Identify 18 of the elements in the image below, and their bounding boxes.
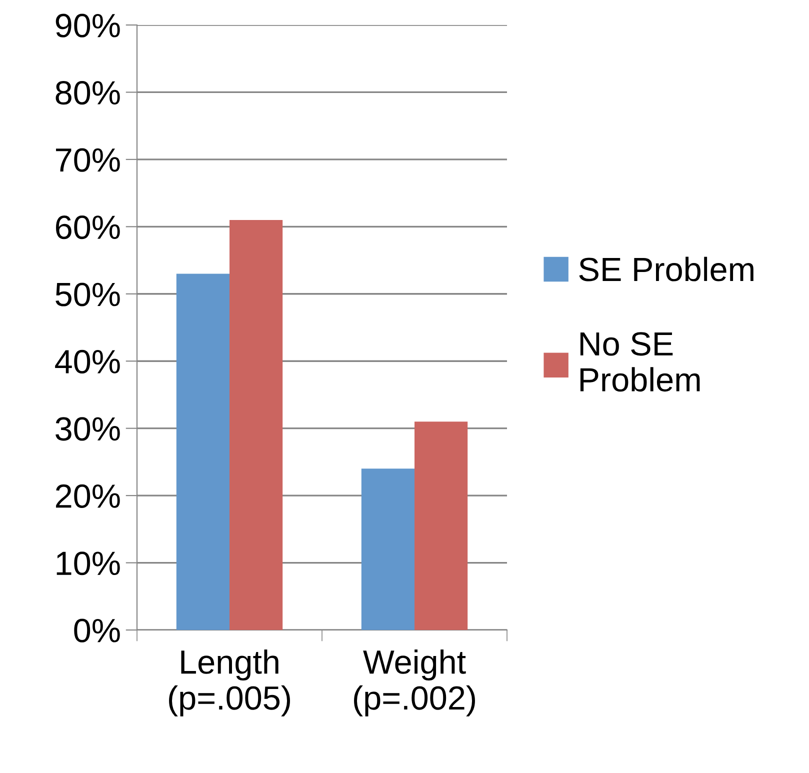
y-tick-label: 70% (56, 148, 120, 172)
legend-label: SE Problem (579, 256, 754, 282)
y-tick-label: 20% (56, 484, 120, 508)
bar (176, 274, 230, 630)
legend-label: No SE Problem (580, 332, 700, 392)
y-tick-label: 90% (56, 14, 120, 38)
x-tick-label: Length (p=.005) (169, 649, 290, 716)
y-tick-label: 50% (56, 282, 120, 306)
y-tick-label: 80% (56, 81, 120, 105)
y-tick-label: 10% (56, 552, 120, 576)
bar (361, 468, 414, 630)
y-tick-label: 40% (55, 350, 120, 374)
y-tick-label: 30% (56, 417, 120, 441)
bar (230, 220, 283, 630)
bar (414, 422, 468, 630)
x-tick-label: Weight (p=.002) (354, 649, 475, 716)
y-tick-label: 60% (56, 215, 120, 240)
y-tick-label: 0% (74, 618, 120, 642)
